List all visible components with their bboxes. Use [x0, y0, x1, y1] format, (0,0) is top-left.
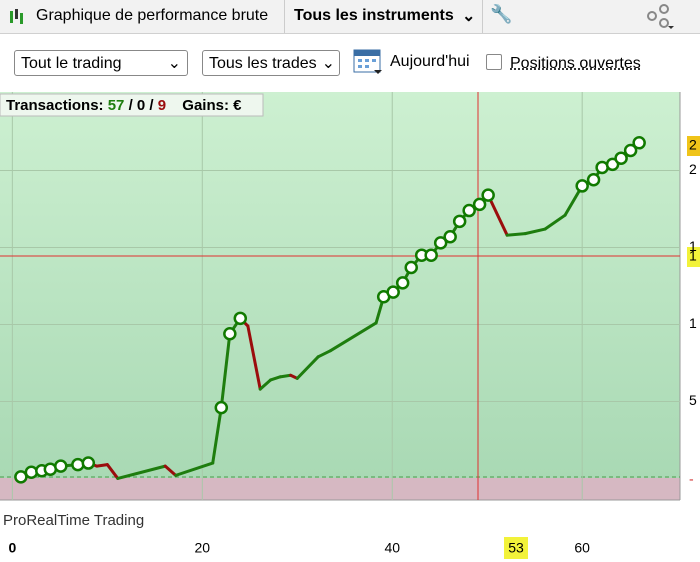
date-label[interactable]: Aujourd'hui: [390, 53, 470, 70]
line-segment: [329, 321, 378, 353]
legend-box: [0, 93, 264, 117]
crosshair-label: 1: [689, 248, 697, 264]
trade-marker: [404, 260, 418, 275]
trade-marker: [81, 456, 96, 470]
x-tick-label: 20: [195, 540, 211, 556]
line-segment: [543, 213, 567, 231]
trading-select-text: Tout le trading: [21, 55, 122, 72]
trade-marker: [424, 248, 438, 262]
line-segment: [246, 324, 262, 391]
last-value-box: [687, 136, 700, 156]
positive-area: [0, 92, 680, 478]
zero-label: -: [689, 471, 694, 487]
trade-marker: [586, 173, 601, 187]
legend-label: Transactions:: [6, 97, 104, 114]
toolbar: Graphique de performance brute Tous les …: [0, 0, 700, 34]
trade-marker: [223, 326, 237, 341]
x-highlight-label: 53: [508, 540, 524, 556]
trade-marker: [71, 457, 85, 472]
share-icon[interactable]: [646, 4, 676, 30]
chart-icon: [10, 9, 23, 24]
line-segment: [486, 193, 509, 237]
trade-marker: [632, 136, 646, 150]
line-segment: [523, 227, 547, 236]
line-segment: [505, 232, 527, 237]
line-segment: [163, 464, 178, 477]
line-segment: [174, 461, 215, 477]
checkbox-label[interactable]: Positions ouvertes: [510, 55, 641, 72]
trades-select[interactable]: Tous les trades ⌄: [202, 50, 340, 76]
line-segment: [211, 406, 223, 465]
watermark: ProRealTime Trading: [3, 512, 144, 529]
trade-marker: [14, 470, 28, 484]
line-segment: [95, 463, 109, 468]
trade-marker: [233, 311, 248, 326]
legend-losses: 9: [158, 97, 166, 114]
trade-marker: [462, 203, 476, 218]
trading-select[interactable]: Tout le trading ⌄: [14, 50, 188, 76]
x-highlight-box: [504, 537, 528, 559]
trade-marker: [386, 285, 400, 299]
trade-marker: [24, 465, 39, 480]
y-tick-label: 1: [689, 238, 697, 254]
y-tick-label: 2: [689, 161, 697, 177]
trade-marker: [623, 143, 638, 158]
line-segment: [258, 378, 273, 391]
legend-wins: 57: [108, 97, 125, 114]
trade-marker: [433, 236, 448, 250]
x-tick-label: 0: [8, 540, 16, 556]
line-segment: [116, 464, 167, 480]
line-segment: [316, 349, 333, 359]
legend-neutral: 0: [137, 97, 145, 114]
checkbox[interactable]: [486, 54, 502, 70]
trade-marker: [575, 179, 589, 193]
settings-icon[interactable]: 🔧: [490, 4, 513, 24]
crosshair-box: [687, 247, 700, 267]
trade-marker: [472, 197, 487, 212]
legend: Transactions: 57 / 0 / 9 Gains: €: [6, 97, 242, 114]
trades-select-text: Tous les trades: [209, 55, 317, 72]
tab-title[interactable]: Graphique de performance brute: [36, 7, 269, 24]
trade-marker: [214, 400, 229, 415]
last-value-label: 2: [689, 137, 697, 153]
trade-marker: [54, 459, 68, 473]
x-tick-label: 60: [574, 540, 590, 556]
legend-sep: /: [129, 97, 134, 114]
trade-marker: [395, 276, 410, 290]
y-tick-label: 5: [689, 392, 697, 408]
x-tick-label: 40: [384, 540, 400, 556]
calendar-icon[interactable]: [352, 46, 384, 76]
line-segment: [105, 463, 120, 480]
dropdown-arrow[interactable]: ⌄: [462, 8, 476, 25]
line-segment: [269, 375, 282, 382]
negative-area: [0, 478, 680, 500]
line-segment: [219, 332, 232, 410]
legend-sep: /: [149, 97, 154, 114]
trade-marker: [481, 188, 495, 202]
trade-marker: [443, 229, 457, 244]
legend-gains: Gains: €: [182, 97, 242, 114]
line-segment: [295, 355, 320, 380]
y-tick-label: 1: [689, 315, 697, 331]
trade-marker: [452, 214, 467, 229]
line-segment: [278, 373, 293, 379]
trade-marker: [614, 151, 628, 165]
instruments-dropdown[interactable]: Tous les instruments: [294, 7, 454, 24]
